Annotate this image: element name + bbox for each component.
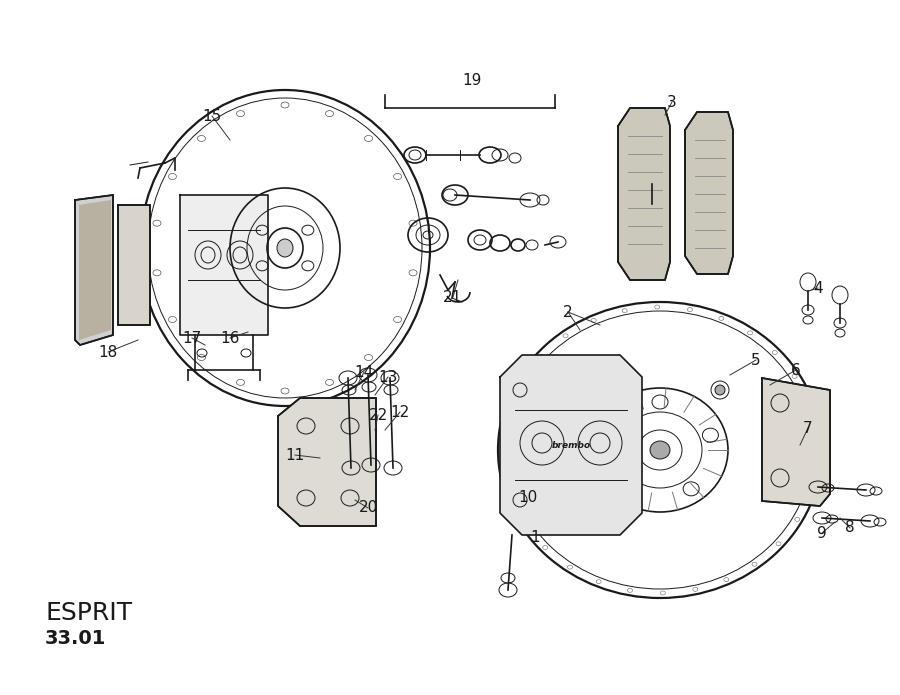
Text: 15: 15: [202, 108, 221, 124]
Text: 20: 20: [358, 500, 378, 516]
Text: 6: 6: [791, 363, 801, 377]
Text: 13: 13: [378, 370, 398, 384]
Text: 16: 16: [220, 331, 239, 345]
Text: 14: 14: [355, 364, 374, 379]
Text: 21: 21: [444, 290, 463, 304]
Polygon shape: [118, 205, 150, 325]
Polygon shape: [500, 355, 642, 535]
Polygon shape: [618, 108, 670, 280]
Text: 9: 9: [817, 525, 827, 541]
Polygon shape: [762, 378, 830, 506]
Ellipse shape: [650, 441, 670, 459]
Text: 33.01: 33.01: [45, 629, 106, 648]
Polygon shape: [278, 398, 376, 526]
Polygon shape: [75, 195, 113, 345]
Text: 4: 4: [814, 281, 823, 295]
Text: 10: 10: [518, 491, 537, 505]
Polygon shape: [180, 195, 268, 335]
Text: 7: 7: [803, 420, 813, 436]
Text: 1: 1: [530, 530, 540, 546]
Text: 12: 12: [391, 404, 410, 420]
Text: 8: 8: [845, 521, 855, 536]
Text: 11: 11: [285, 448, 304, 462]
Text: 18: 18: [98, 345, 118, 359]
Text: ESPRIT: ESPRIT: [45, 601, 132, 625]
Text: 19: 19: [463, 72, 482, 88]
Text: 5: 5: [752, 352, 760, 368]
Text: 2: 2: [563, 304, 572, 320]
Ellipse shape: [715, 385, 725, 395]
Polygon shape: [79, 200, 111, 340]
Text: 3: 3: [667, 95, 677, 110]
Text: 17: 17: [183, 331, 202, 345]
Text: 22: 22: [368, 407, 388, 423]
Polygon shape: [685, 112, 733, 274]
Ellipse shape: [277, 239, 293, 257]
Text: brembo: brembo: [552, 441, 590, 450]
